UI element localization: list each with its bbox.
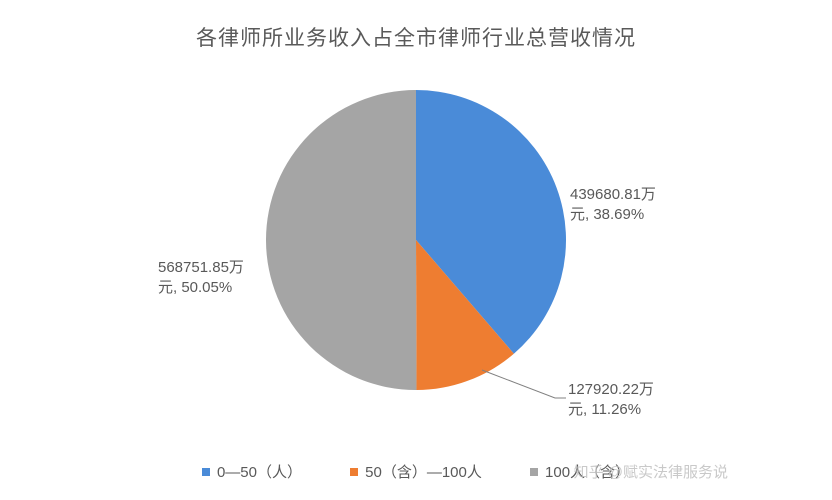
legend-marker-0 <box>202 468 210 476</box>
pie-chart-container: 各律师所业务收入占全市律师行业总营收情况 439680.81万 元, 38.69… <box>0 0 832 500</box>
legend-label-0: 0—50（人） <box>217 461 302 482</box>
leader-line-1 <box>0 0 832 500</box>
legend-item-1: 50（含）—100人 <box>350 461 482 482</box>
legend-label-1: 50（含）—100人 <box>365 461 482 482</box>
legend-marker-1 <box>350 468 358 476</box>
legend-item-0: 0—50（人） <box>202 461 302 482</box>
watermark: 知乎 @赋实法律服务说 <box>574 461 728 482</box>
legend-marker-2 <box>530 468 538 476</box>
